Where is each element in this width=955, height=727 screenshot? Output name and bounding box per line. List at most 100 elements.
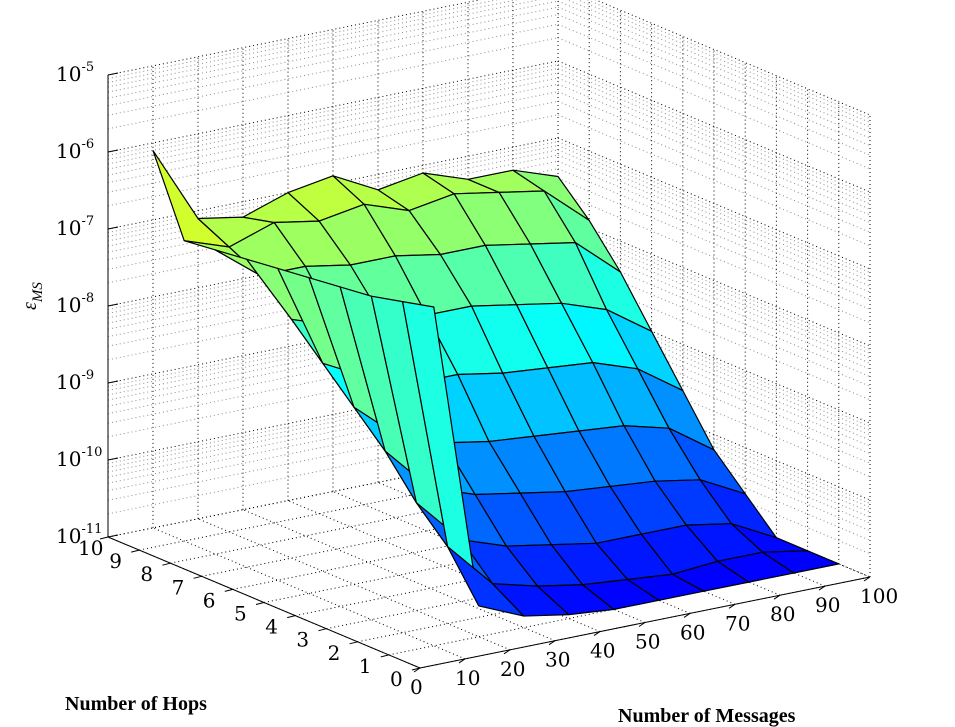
x-tick-mark xyxy=(863,576,871,582)
back-wall-minor-grid-line xyxy=(107,380,559,473)
side-wall-grid-line xyxy=(557,214,871,347)
z-tick-exponent: -10 xyxy=(81,445,102,460)
z-tick-exponent: -5 xyxy=(81,60,94,75)
y-tick-label: 7 xyxy=(172,575,185,599)
side-wall-minor-grid-line xyxy=(586,0,871,119)
back-wall-minor-grid-line xyxy=(107,372,559,465)
y-tick-label: 8 xyxy=(140,562,153,586)
y-tick-mark xyxy=(255,602,265,605)
floor-grid-line xyxy=(139,458,590,551)
z-tick-base: 10 xyxy=(56,216,81,240)
y-tick-label: 10 xyxy=(78,536,103,560)
back-wall-minor-grid-line xyxy=(107,295,559,388)
floor-grid-line xyxy=(295,524,746,617)
side-wall-minor-grid-line xyxy=(557,222,871,354)
y-tick-label: 6 xyxy=(203,588,216,612)
back-wall-minor-grid-line xyxy=(107,14,559,107)
back-wall-minor-grid-line xyxy=(107,218,559,311)
z-tick-mark xyxy=(107,457,119,461)
x-tick-label: 90 xyxy=(815,593,840,617)
back-wall-minor-grid-line xyxy=(107,322,559,415)
back-wall-minor-grid-line xyxy=(107,298,559,391)
side-wall-minor-grid-line xyxy=(557,145,871,277)
floor-grid-line xyxy=(357,550,808,643)
x-axis-label: Number of Messages xyxy=(618,705,796,727)
back-wall-minor-grid-line xyxy=(107,0,541,88)
side-wall-minor-grid-line xyxy=(557,77,871,210)
z-tick-label: 10-10 xyxy=(56,445,102,471)
z-tick-label: 10-9 xyxy=(56,368,94,394)
back-wall-minor-grid-line xyxy=(107,231,559,324)
y-tick-label: 0 xyxy=(390,667,403,691)
x-tick-mark xyxy=(503,649,511,655)
floor-grid-line xyxy=(197,518,511,651)
x-tick-mark xyxy=(548,640,556,646)
x-tick-label: 50 xyxy=(635,630,660,654)
side-wall-minor-grid-line xyxy=(577,0,871,123)
back-wall-minor-grid-line xyxy=(107,0,499,80)
z-tick-label: 10-8 xyxy=(56,291,94,317)
y-tick-mark xyxy=(349,641,358,645)
back-wall-minor-grid-line xyxy=(107,6,559,99)
side-wall-minor-grid-line xyxy=(557,177,871,310)
y-tick-label: 2 xyxy=(328,641,341,665)
back-wall-grid-line xyxy=(107,445,559,538)
side-wall-minor-grid-line xyxy=(557,91,871,224)
y-tick-label: 3 xyxy=(296,628,309,652)
surface-patch xyxy=(761,550,840,574)
side-wall-grid-line xyxy=(557,60,871,193)
side-wall-minor-grid-line xyxy=(557,160,871,293)
side-wall-minor-grid-line xyxy=(557,141,871,273)
side-wall-minor-grid-line xyxy=(557,83,871,216)
side-wall-minor-grid-line xyxy=(566,0,871,128)
x-tick-label: 0 xyxy=(410,675,423,699)
z-tick-exponent: -11 xyxy=(81,522,102,537)
y-tick-mark xyxy=(193,575,202,579)
back-wall-minor-grid-line xyxy=(107,331,559,424)
z-tick-exponent: -8 xyxy=(81,291,94,306)
back-wall-minor-grid-line xyxy=(107,177,559,270)
floor-grid-line xyxy=(242,509,556,642)
side-wall-minor-grid-line xyxy=(557,114,871,247)
back-wall-minor-grid-line xyxy=(107,314,559,407)
x-tick-mark xyxy=(638,622,646,627)
back-wall-minor-grid-line xyxy=(107,100,559,193)
back-wall-minor-grid-line xyxy=(107,0,559,93)
z-tick-base: 10 xyxy=(56,524,81,548)
z-tick-exponent: -7 xyxy=(81,214,94,229)
back-wall-minor-grid-line xyxy=(107,308,559,401)
floor-grid-line xyxy=(232,497,683,590)
z-tick-mark xyxy=(107,72,119,76)
x-tick-mark xyxy=(458,658,466,664)
back-wall-minor-grid-line xyxy=(107,221,559,314)
back-wall-grid-line xyxy=(107,0,482,76)
back-wall-minor-grid-line xyxy=(107,399,559,492)
x-tick-label: 100 xyxy=(860,584,898,608)
side-wall-minor-grid-line xyxy=(557,72,871,205)
x-tick-label: 80 xyxy=(770,602,795,626)
side-wall-minor-grid-line xyxy=(557,191,871,324)
side-wall-minor-grid-line xyxy=(557,68,871,200)
z-tick-base: 10 xyxy=(56,370,81,394)
y-tick-mark xyxy=(131,549,140,553)
side-wall-minor-grid-line xyxy=(557,154,871,287)
z-tick-label: 10-7 xyxy=(56,214,94,240)
x-tick-label: 20 xyxy=(500,657,525,681)
z-tick-base: 10 xyxy=(56,447,81,471)
back-wall-minor-grid-line xyxy=(107,268,559,361)
back-wall-minor-grid-line xyxy=(107,385,559,478)
surface-layer xyxy=(152,150,840,617)
back-wall-minor-grid-line xyxy=(107,23,559,116)
y-tick-mark xyxy=(287,615,296,619)
z-tick-mark xyxy=(107,226,119,230)
back-wall-minor-grid-line xyxy=(107,422,559,515)
back-wall-minor-grid-line xyxy=(107,72,559,165)
back-wall-minor-grid-line xyxy=(107,245,559,338)
y-tick-label: 1 xyxy=(359,654,372,678)
floor-grid-line xyxy=(326,537,777,630)
x-tick-mark xyxy=(728,603,736,609)
y-tick-label: 5 xyxy=(234,602,247,626)
z-tick-label: 10-11 xyxy=(56,522,102,548)
z-axis-label-sub: MS xyxy=(30,282,46,303)
